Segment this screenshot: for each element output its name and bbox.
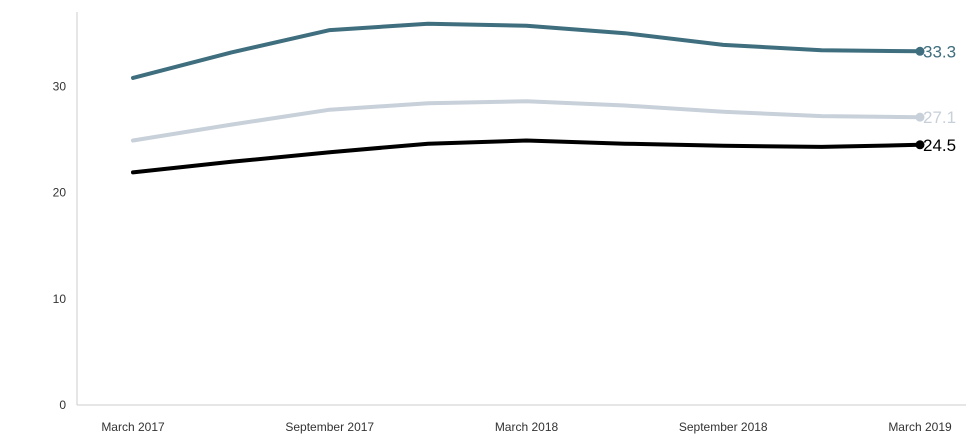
x-axis-ticks: March 2017 September 2017 March 2018 Septem… [101,420,952,434]
series-end-point [915,140,925,150]
series-end-label: 27.1 [923,108,956,127]
x-tick-label: September 2017 [285,420,374,434]
series-end-label: 33.3 [923,42,956,61]
series-line [131,21,922,80]
series-line [131,138,922,175]
y-tick-label: 20 [53,186,67,200]
y-tick-label: 30 [53,79,67,93]
series-group: 33.3 27.1 24.5 [131,21,956,175]
y-axis-ticks: 0 10 20 30 [53,79,67,412]
y-tick-label: 10 [53,292,67,306]
x-tick-label: March 2018 [495,420,559,434]
x-tick-label: March 2017 [101,420,165,434]
x-tick-label: September 2018 [679,420,768,434]
series-line [131,99,922,143]
x-tick-label: March 2019 [888,420,952,434]
series-end-label: 24.5 [923,136,956,155]
series-end-point [915,112,925,122]
series-end-point [915,46,925,56]
y-tick-label: 0 [59,398,66,412]
